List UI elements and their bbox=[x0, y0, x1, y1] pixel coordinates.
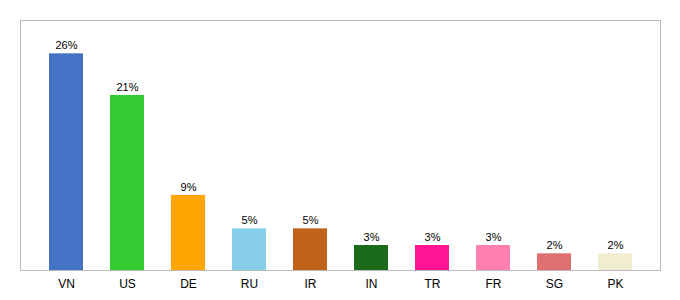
svg-text:3%: 3% bbox=[486, 231, 502, 243]
svg-text:PK: PK bbox=[607, 277, 623, 291]
svg-text:IN: IN bbox=[366, 277, 378, 291]
svg-text:DE: DE bbox=[180, 277, 197, 291]
svg-text:2%: 2% bbox=[608, 239, 624, 251]
svg-text:9%: 9% bbox=[181, 181, 197, 193]
svg-text:26%: 26% bbox=[55, 39, 77, 51]
svg-text:US: US bbox=[119, 277, 136, 291]
svg-text:21%: 21% bbox=[116, 81, 138, 93]
svg-text:IR: IR bbox=[305, 277, 317, 291]
svg-text:RU: RU bbox=[241, 277, 258, 291]
svg-text:3%: 3% bbox=[364, 231, 380, 243]
svg-text:SG: SG bbox=[546, 277, 563, 291]
svg-text:3%: 3% bbox=[425, 231, 441, 243]
svg-text:5%: 5% bbox=[303, 214, 319, 226]
svg-text:FR: FR bbox=[486, 277, 502, 291]
svg-text:VN: VN bbox=[58, 277, 75, 291]
svg-text:TR: TR bbox=[425, 277, 441, 291]
svg-text:2%: 2% bbox=[547, 239, 563, 251]
svg-text:5%: 5% bbox=[242, 214, 258, 226]
